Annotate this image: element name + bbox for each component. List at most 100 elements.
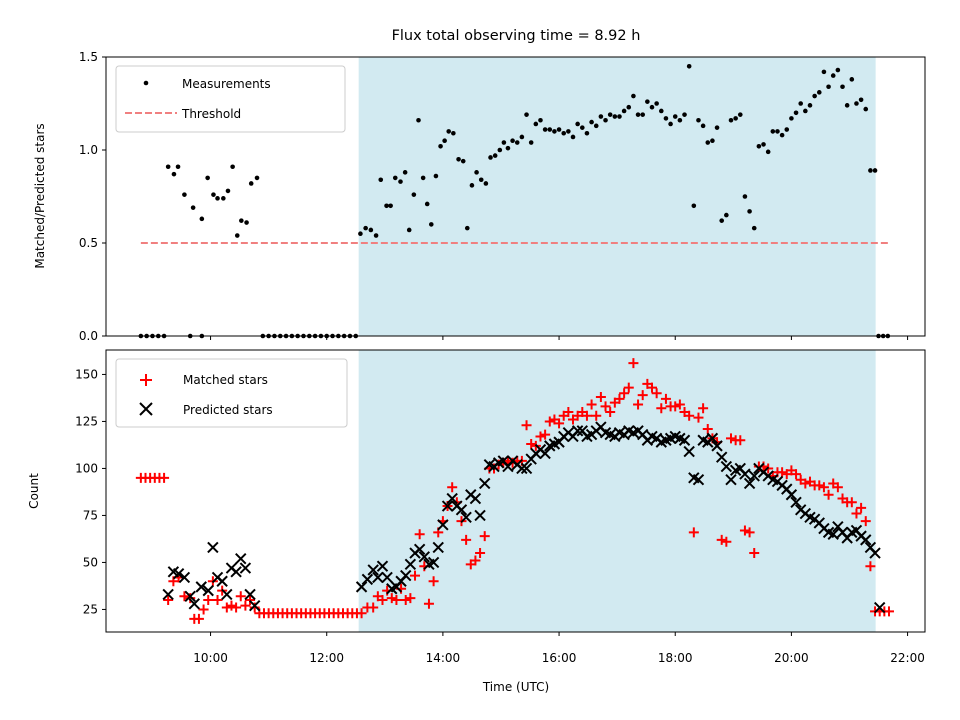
measurement-point bbox=[239, 218, 244, 223]
matched-star-point bbox=[554, 418, 565, 429]
predicted-star-point bbox=[446, 492, 458, 505]
predicted-star-point bbox=[720, 460, 733, 473]
matched-star-point bbox=[856, 502, 867, 513]
measurement-point bbox=[483, 181, 489, 186]
measurement-point bbox=[398, 179, 403, 184]
matched-star-point bbox=[249, 602, 260, 613]
legend-marker-measurements bbox=[143, 80, 149, 86]
matched-star-point bbox=[240, 600, 251, 611]
measurement-point bbox=[645, 99, 650, 104]
predicted-star-point bbox=[195, 581, 207, 593]
matched-star-point bbox=[414, 529, 425, 540]
measurement-point bbox=[373, 233, 379, 238]
measurement-point bbox=[803, 108, 808, 114]
predicted-star-point bbox=[748, 470, 760, 482]
predicted-star-point bbox=[460, 511, 472, 524]
matched-star-point bbox=[791, 469, 802, 480]
measurement-point bbox=[737, 112, 743, 117]
measurement-point bbox=[672, 114, 678, 119]
measurement-point bbox=[205, 175, 210, 181]
matched-star-point bbox=[231, 602, 242, 613]
predicted-star-point bbox=[692, 474, 705, 486]
matched-star-point bbox=[221, 602, 232, 613]
measurement-point bbox=[719, 218, 725, 223]
measurement-point bbox=[378, 177, 384, 183]
matched-star-point bbox=[159, 472, 170, 483]
bottom-x-tick-label: 12:00 bbox=[309, 651, 344, 665]
measurement-point bbox=[696, 117, 701, 123]
bottom-x-tick-label: 20:00 bbox=[774, 651, 809, 665]
measurement-point bbox=[728, 117, 734, 123]
predicted-star-point bbox=[372, 571, 384, 584]
matched-star-point bbox=[479, 531, 490, 542]
matched-star-point bbox=[832, 482, 843, 493]
matched-star-point bbox=[400, 595, 411, 606]
measurement-point bbox=[868, 168, 873, 173]
bottom-legend-box bbox=[115, 358, 348, 428]
matched-star-point bbox=[851, 508, 862, 519]
measurement-point bbox=[542, 127, 548, 132]
matched-star-point bbox=[647, 382, 657, 393]
measurement-point bbox=[501, 140, 507, 145]
measurement-point bbox=[358, 231, 363, 236]
matched-star-point bbox=[595, 392, 606, 402]
predicted-star-point bbox=[355, 581, 368, 593]
measurement-point bbox=[649, 104, 655, 110]
legend-marker-matched-stars bbox=[140, 374, 152, 386]
top-y-tick-label: 1.0 bbox=[79, 143, 98, 157]
measurement-point bbox=[221, 196, 226, 201]
predicted-star-point bbox=[221, 588, 233, 601]
matched-star-point bbox=[405, 593, 416, 604]
predicted-star-point bbox=[827, 528, 839, 540]
matched-star-point bbox=[674, 399, 685, 410]
measurement-point bbox=[416, 117, 421, 123]
measurement-point bbox=[756, 143, 762, 149]
measurement-point bbox=[733, 116, 738, 121]
matched-star-point bbox=[226, 600, 237, 611]
measurement-point bbox=[392, 175, 398, 181]
top-observing-window-shade bbox=[358, 57, 876, 336]
bottom-y-axis-label: Count bbox=[27, 473, 41, 509]
bottom-x-tick-label: 18:00 bbox=[658, 651, 693, 665]
matched-star-point bbox=[198, 604, 209, 615]
measurement-point bbox=[478, 177, 484, 183]
measurement-point bbox=[682, 112, 687, 117]
matched-star-point bbox=[235, 591, 246, 602]
matched-star-point bbox=[563, 407, 574, 418]
predicted-star-point bbox=[860, 534, 872, 546]
predicted-star-point bbox=[376, 560, 389, 572]
matched-star-point bbox=[179, 591, 190, 602]
matched-star-point bbox=[605, 407, 616, 418]
predicted-star-point bbox=[437, 519, 449, 531]
measurement-point bbox=[570, 134, 576, 140]
matched-star-point bbox=[698, 403, 709, 414]
measurement-point bbox=[798, 101, 803, 106]
matched-star-point bbox=[684, 410, 695, 421]
matched-star-point bbox=[656, 403, 667, 414]
bottom-legend: Matched stars Predicted stars bbox=[115, 358, 348, 428]
measurement-point bbox=[492, 153, 498, 158]
measurement-point bbox=[812, 93, 817, 99]
matched-star-point bbox=[702, 423, 713, 434]
predicted-star-point bbox=[869, 547, 881, 559]
matched-star-point bbox=[163, 595, 174, 606]
measurement-point bbox=[388, 203, 393, 209]
measurement-point bbox=[830, 73, 836, 78]
measurement-point bbox=[552, 129, 557, 134]
ratio-panel: 0.0 0.5 1.0 1.5 Matched/Predicted stars Mea… bbox=[33, 50, 926, 343]
top-legend: Measurements Threshold bbox=[115, 65, 346, 133]
matched-star-point bbox=[777, 467, 788, 478]
measurement-point bbox=[742, 194, 748, 199]
predicted-star-point bbox=[202, 584, 214, 597]
predicted-star-point bbox=[188, 598, 200, 610]
measurement-point bbox=[849, 77, 855, 82]
matched-star-point bbox=[521, 420, 532, 431]
matched-star-point bbox=[721, 536, 732, 547]
matched-star-point bbox=[660, 393, 671, 404]
top-y-tick-label: 1.5 bbox=[79, 50, 98, 64]
predicted-star-point bbox=[381, 571, 393, 584]
predicted-star-point bbox=[678, 434, 691, 446]
predicted-star-point bbox=[479, 477, 491, 490]
measurement-point bbox=[617, 114, 622, 119]
measurement-point bbox=[789, 116, 794, 121]
